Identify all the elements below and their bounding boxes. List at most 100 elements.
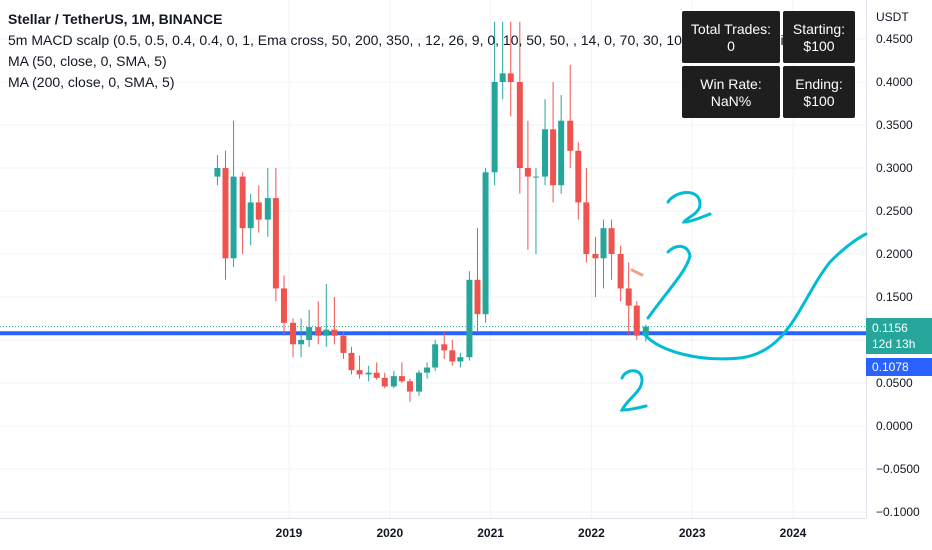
- candle-body: [575, 150, 582, 203]
- candle-body: [499, 73, 506, 82]
- time-tick-label: 2019: [276, 526, 303, 540]
- candle-up: [214, 155, 221, 186]
- candle-down: [633, 301, 640, 340]
- time-tick-label: 2022: [578, 526, 605, 540]
- stat-starting-label: Starting:: [792, 21, 846, 37]
- candle-down: [625, 262, 632, 336]
- candle-body: [642, 326, 649, 336]
- candle-down: [222, 150, 229, 280]
- candle-up: [323, 284, 330, 347]
- candle-up: [416, 370, 423, 396]
- candle-body: [432, 344, 439, 368]
- last-price-tag[interactable]: 0.1156 12d 13h: [866, 318, 932, 354]
- stat-win-rate: Win Rate: NaN%: [682, 66, 780, 118]
- candle-body: [416, 372, 423, 392]
- candle-body: [264, 198, 271, 220]
- candle-body: [516, 82, 523, 168]
- time-tick-label: 2024: [780, 526, 807, 540]
- candle-body: [340, 335, 347, 353]
- drawing-label-two: [619, 369, 648, 412]
- horizontal-line-price-tag[interactable]: 0.1078: [866, 358, 932, 376]
- candle-down: [381, 372, 388, 389]
- price-tick-label: 0.1500: [876, 290, 913, 304]
- price-tick-label: 0.0000: [876, 419, 913, 433]
- candle-body: [390, 376, 397, 387]
- candle-body: [365, 372, 372, 375]
- candle-body: [449, 350, 456, 362]
- candle-up: [365, 365, 372, 382]
- candle-body: [441, 344, 448, 351]
- candle-body: [280, 288, 287, 323]
- last-price-value: 0.1156: [872, 321, 908, 335]
- price-tick-label: 0.3500: [876, 118, 913, 132]
- price-tick-label: 0.0500: [876, 376, 913, 390]
- stat-ending: Ending: $100: [783, 66, 855, 118]
- time-axis[interactable]: 2019 2020 2021 2022 2023 2024: [276, 526, 807, 540]
- hand-drawings: [619, 191, 868, 412]
- candle-body: [524, 168, 531, 177]
- candle-body: [474, 279, 481, 315]
- candle-body: [550, 129, 557, 186]
- drawing-arrow-stroke: [646, 245, 692, 320]
- chart-legend: Stellar / TetherUS, 1M, BINANCE 5m MACD …: [8, 9, 868, 93]
- stat-starting-value: $100: [803, 38, 835, 54]
- candle-body: [255, 202, 262, 220]
- drawing-dash-mark: [630, 268, 644, 277]
- candle-body: [424, 367, 431, 373]
- candle-down: [239, 172, 246, 254]
- drawing-curve: [642, 232, 868, 361]
- candle-up: [482, 168, 489, 323]
- candle-down: [331, 297, 338, 345]
- candle-down: [608, 219, 615, 280]
- stat-win-rate-label: Win Rate:: [700, 76, 762, 92]
- candle-up: [424, 362, 431, 379]
- price-tick-label: 0.2000: [876, 247, 913, 261]
- candle-body: [315, 327, 322, 336]
- candle-up: [230, 120, 237, 267]
- time-tick-label: 2023: [679, 526, 706, 540]
- candle-down: [550, 82, 557, 203]
- candle-body: [290, 322, 297, 345]
- candle-up: [390, 370, 397, 389]
- candle-down: [340, 331, 347, 359]
- candle-up: [247, 193, 254, 246]
- bar-countdown: 12d 13h: [872, 337, 916, 351]
- candle-body: [406, 381, 413, 392]
- candle-body: [482, 172, 489, 315]
- candle-body: [532, 176, 539, 178]
- price-unit-label: USDT: [876, 10, 909, 24]
- candle-body: [398, 376, 405, 382]
- drawing-label-one: [666, 191, 712, 224]
- indicator-macd-scalp[interactable]: 5m MACD scalp (0.5, 0.5, 0.4, 0.4, 0, 1,…: [8, 32, 855, 48]
- candle-down: [315, 301, 322, 345]
- candle-body: [230, 176, 237, 259]
- symbol-title[interactable]: Stellar / TetherUS, 1M, BINANCE: [8, 11, 223, 27]
- price-tick-label: 0.4000: [876, 75, 913, 89]
- candle-up: [558, 94, 565, 194]
- price-tick-label: −0.0500: [876, 462, 920, 476]
- candle-up: [600, 219, 607, 289]
- candle-up: [457, 352, 464, 368]
- candle-up: [542, 99, 549, 186]
- candle-body: [491, 82, 498, 173]
- candle-down: [567, 64, 574, 168]
- candle-up: [306, 309, 313, 347]
- candle-down: [272, 168, 279, 302]
- candle-down: [583, 168, 590, 263]
- stat-total-trades: Total Trades: 0: [682, 11, 780, 63]
- candle-down: [255, 185, 262, 233]
- price-tick-label: −0.1000: [876, 505, 920, 519]
- candle-down: [474, 228, 481, 332]
- indicator-ma-200[interactable]: MA (200, close, 0, SMA, 5): [8, 74, 175, 90]
- candle-up: [532, 168, 539, 254]
- stat-ending-label: Ending:: [795, 76, 843, 92]
- candle-down: [507, 21, 514, 117]
- candle-up: [432, 340, 439, 371]
- candle-body: [466, 279, 473, 358]
- indicator-ma-50[interactable]: MA (50, close, 0, SMA, 5): [8, 53, 167, 69]
- candle-body: [381, 377, 388, 387]
- candle-body: [239, 176, 246, 229]
- candle-body: [272, 198, 279, 289]
- chart-grid: [0, 0, 866, 518]
- candle-up: [298, 318, 305, 358]
